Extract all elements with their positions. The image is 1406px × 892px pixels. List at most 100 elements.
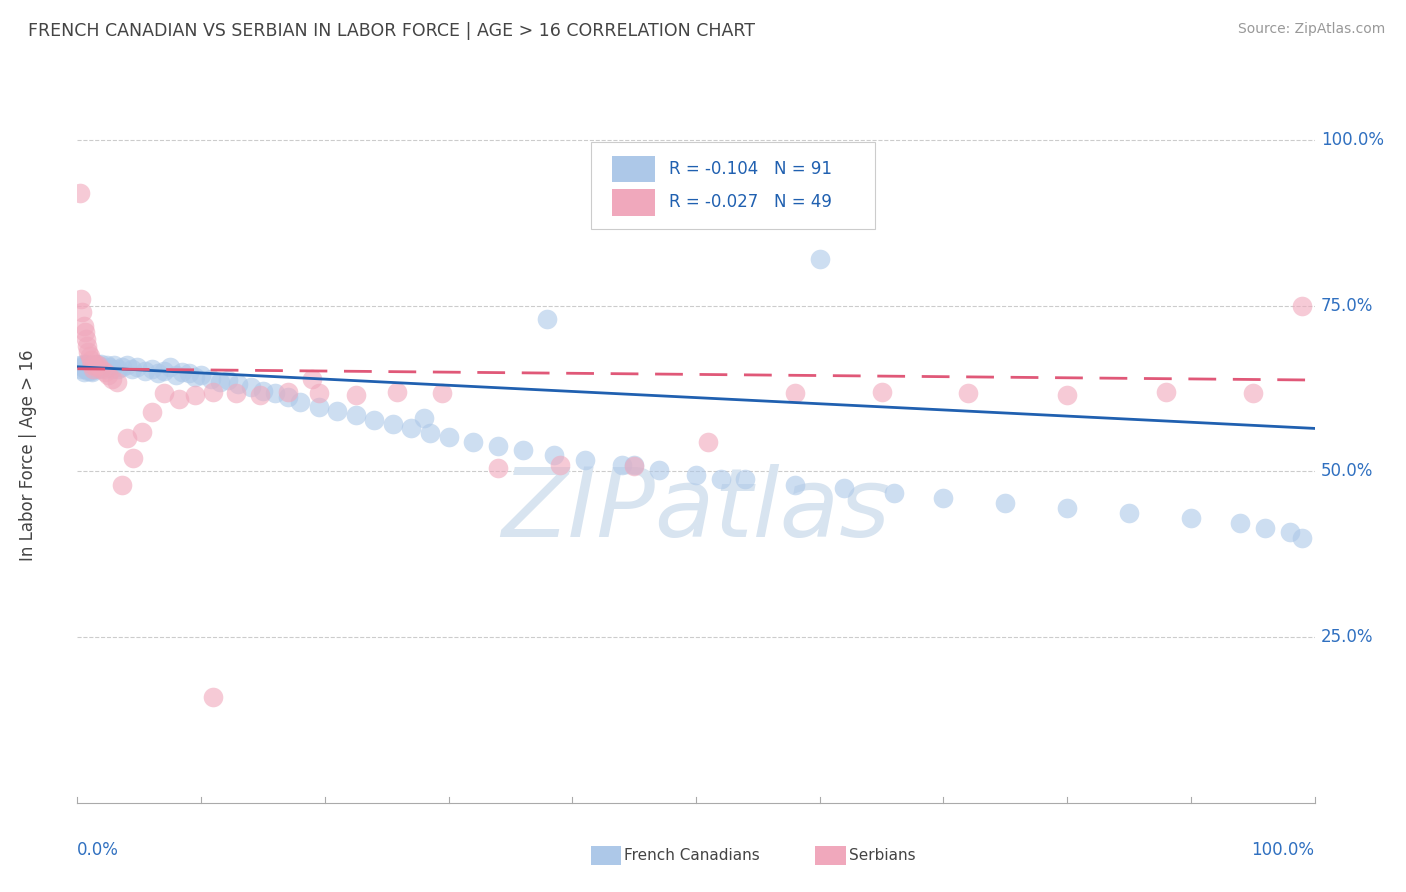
Point	[125, 359, 148, 374]
Point	[75, 357, 97, 371]
Point	[90, 361, 112, 376]
Text: 100.0%: 100.0%	[1251, 841, 1315, 859]
Point	[73, 326, 96, 340]
Point	[710, 472, 733, 486]
Point	[77, 345, 100, 359]
Point	[159, 359, 181, 374]
Point	[200, 372, 222, 386]
Point	[957, 386, 980, 401]
Point	[308, 386, 330, 401]
Point	[486, 439, 509, 453]
Point	[72, 365, 94, 379]
Point	[277, 390, 299, 404]
Point	[77, 359, 100, 374]
Point	[82, 359, 104, 373]
Text: ZIPatlas: ZIPatlas	[502, 464, 890, 558]
Point	[648, 463, 671, 477]
Point	[76, 359, 98, 373]
Point	[326, 403, 349, 417]
Text: R = -0.104   N = 91: R = -0.104 N = 91	[669, 160, 832, 178]
Point	[783, 477, 806, 491]
Point	[1154, 384, 1177, 399]
Point	[536, 312, 558, 326]
Text: Source: ZipAtlas.com: Source: ZipAtlas.com	[1237, 22, 1385, 37]
Point	[83, 357, 105, 371]
Point	[115, 359, 138, 373]
Point	[167, 392, 190, 406]
Point	[172, 365, 194, 379]
Point	[141, 405, 163, 419]
Point	[111, 359, 134, 374]
Point	[153, 386, 176, 401]
Point	[82, 361, 104, 376]
Point	[734, 472, 756, 486]
Point	[93, 361, 115, 376]
Point	[308, 400, 330, 414]
Point	[96, 359, 118, 373]
Point	[1180, 511, 1202, 525]
Point	[115, 431, 138, 445]
Point	[105, 375, 128, 389]
Point	[610, 458, 633, 472]
Point	[87, 361, 110, 376]
Point	[548, 458, 571, 472]
Point	[381, 417, 404, 431]
Point	[932, 491, 955, 505]
Point	[401, 421, 423, 435]
Point	[69, 359, 91, 373]
Point	[86, 357, 108, 371]
Point	[107, 361, 129, 376]
Point	[239, 379, 262, 393]
Point	[437, 430, 460, 444]
Point	[82, 361, 104, 376]
Point	[432, 386, 454, 401]
Point	[80, 364, 103, 378]
Point	[73, 361, 96, 376]
Text: 50.0%: 50.0%	[1320, 462, 1374, 481]
Point	[208, 375, 231, 389]
Point	[84, 359, 107, 374]
Point	[623, 459, 645, 474]
Point	[83, 361, 105, 376]
Point	[1056, 500, 1078, 515]
Point	[87, 359, 110, 373]
Point	[153, 364, 176, 378]
Point	[217, 373, 239, 387]
Text: French Canadians: French Canadians	[624, 848, 761, 863]
Text: R = -0.027   N = 49: R = -0.027 N = 49	[669, 194, 831, 211]
Point	[79, 359, 101, 373]
Point	[1254, 521, 1277, 535]
Point	[512, 443, 534, 458]
Point	[122, 451, 145, 466]
Point	[69, 186, 91, 201]
Point	[98, 359, 121, 374]
Point	[623, 458, 645, 472]
Point	[73, 359, 96, 373]
Point	[419, 425, 441, 440]
Point	[75, 332, 97, 346]
Point	[97, 368, 120, 383]
Point	[72, 357, 94, 371]
Point	[101, 361, 124, 376]
Point	[72, 359, 94, 374]
Point	[264, 386, 287, 401]
Point	[344, 388, 367, 402]
Point	[202, 690, 225, 704]
Point	[783, 386, 806, 401]
Point	[72, 318, 94, 333]
Point	[412, 411, 434, 425]
Point	[91, 359, 114, 374]
Point	[111, 477, 134, 491]
Point	[141, 361, 163, 376]
Point	[363, 413, 385, 427]
Point	[79, 361, 101, 376]
FancyBboxPatch shape	[591, 142, 876, 229]
Point	[79, 349, 101, 363]
Point	[486, 461, 509, 475]
Point	[808, 252, 831, 267]
Point	[870, 384, 893, 399]
Point	[146, 367, 169, 381]
Point	[70, 292, 93, 306]
Text: 100.0%: 100.0%	[1320, 131, 1384, 149]
Point	[93, 365, 115, 379]
